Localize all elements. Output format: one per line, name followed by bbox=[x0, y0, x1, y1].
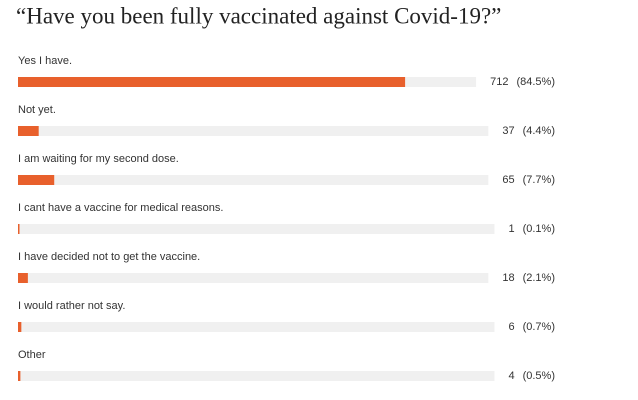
bar bbox=[18, 322, 22, 332]
percent-label: (0.7%) bbox=[523, 321, 555, 333]
option-label: I cant have a vaccine for medical reason… bbox=[18, 202, 223, 214]
bar-track bbox=[18, 224, 495, 234]
percent-label: (0.1%) bbox=[523, 223, 555, 235]
bar bbox=[18, 273, 28, 283]
count-label: 1 bbox=[508, 223, 514, 235]
count-label: 6 bbox=[508, 321, 514, 333]
bar-track bbox=[18, 175, 489, 185]
bar bbox=[18, 126, 39, 136]
percent-label: (0.5%) bbox=[523, 370, 555, 382]
bar-track bbox=[18, 371, 495, 381]
option-label: Other bbox=[18, 349, 46, 361]
percent-label: (2.1%) bbox=[523, 272, 555, 284]
option-label: I would rather not say. bbox=[18, 300, 125, 312]
count-label: 65 bbox=[502, 174, 514, 186]
count-label: 37 bbox=[502, 125, 514, 137]
percent-label: (84.5%) bbox=[516, 76, 555, 88]
percent-label: (7.7%) bbox=[523, 174, 555, 186]
percent-label: (4.4%) bbox=[523, 125, 555, 137]
count-label: 712 bbox=[490, 76, 508, 88]
bar bbox=[18, 371, 21, 381]
chart-title: “Have you been fully vaccinated against … bbox=[16, 3, 501, 28]
bar-track bbox=[18, 322, 495, 332]
count-label: 18 bbox=[502, 272, 514, 284]
option-label: I have decided not to get the vaccine. bbox=[18, 251, 200, 263]
bar-track bbox=[18, 126, 489, 136]
option-label: Not yet. bbox=[18, 104, 56, 116]
option-label: Yes I have. bbox=[18, 55, 72, 67]
option-label: I am waiting for my second dose. bbox=[18, 153, 179, 165]
bar bbox=[18, 224, 20, 234]
bar-track bbox=[18, 273, 489, 283]
bar bbox=[18, 77, 406, 87]
count-label: 4 bbox=[508, 370, 514, 382]
bar bbox=[18, 175, 55, 185]
